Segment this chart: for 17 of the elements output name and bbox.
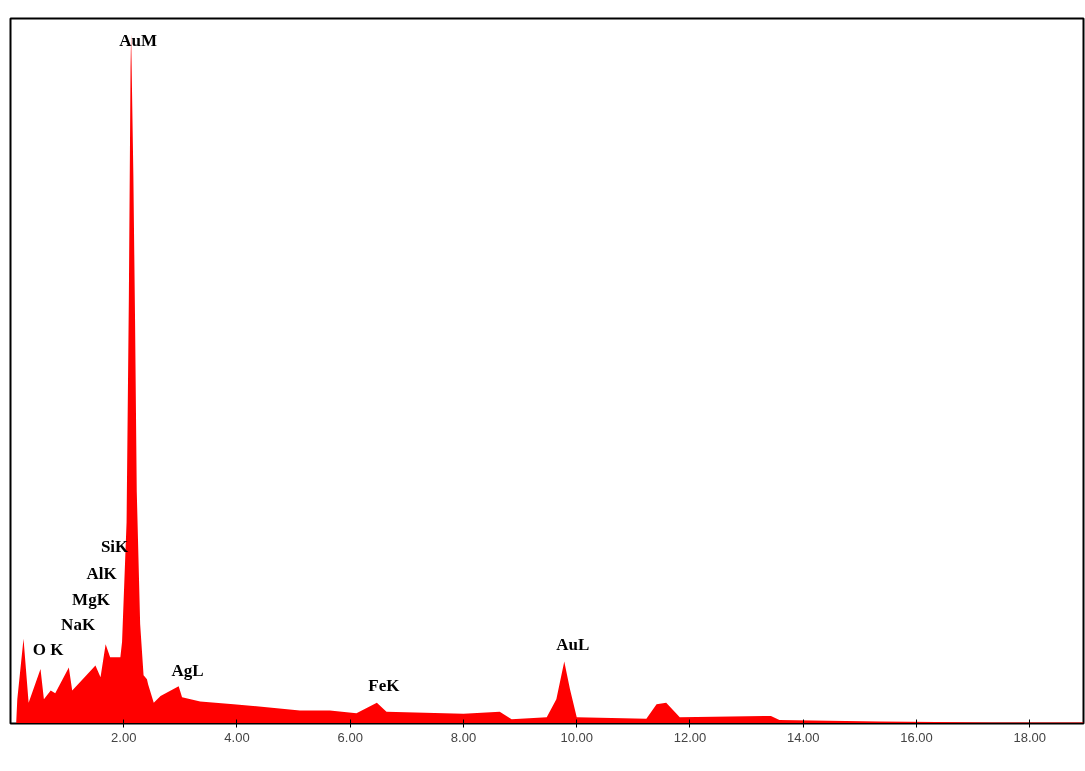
x-tick-label: 12.00 — [673, 729, 707, 745]
x-tick-label: 16.00 — [900, 729, 933, 745]
annotation: AlK — [86, 564, 118, 584]
annotation: AuM — [119, 31, 158, 51]
x-tick-label: 18.00 — [1013, 729, 1046, 745]
x-tick-label: 2.00 — [111, 729, 137, 745]
x-tick-label: 10.00 — [560, 729, 594, 745]
annotation: AgL — [171, 661, 204, 681]
annotation: AuL — [556, 635, 590, 655]
x-tick-label: 4.00 — [224, 729, 250, 745]
annotation: NaK — [61, 614, 96, 634]
annotation: MgK — [72, 590, 111, 610]
annotation: FeK — [368, 676, 401, 696]
annotation: O K — [32, 640, 65, 660]
x-tick-label: 6.00 — [337, 729, 363, 745]
x-tick-label: 8.00 — [450, 729, 477, 745]
x-tick-label: 14.00 — [786, 729, 820, 745]
